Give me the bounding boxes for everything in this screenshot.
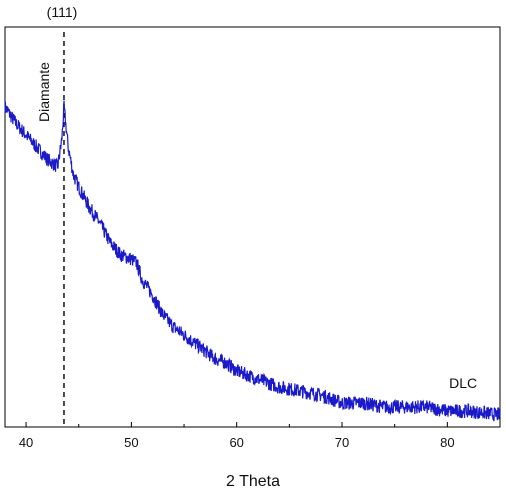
x-tick-label: 50 xyxy=(124,435,138,450)
annotation-dlc: DLC xyxy=(449,375,477,391)
x-axis-label: 2 Theta xyxy=(226,473,280,490)
annotation-111: (111) xyxy=(47,4,78,20)
x-tick-label: 70 xyxy=(335,435,349,450)
x-ticks xyxy=(25,422,501,427)
annotation-diamante: Diamante xyxy=(36,62,52,122)
x-tick-label: 60 xyxy=(229,435,243,450)
x-tick-label: 40 xyxy=(19,435,33,450)
x-tick-label: 80 xyxy=(440,435,454,450)
x-tick-labels: 40 50 60 70 80 xyxy=(19,435,455,450)
series-line xyxy=(4,100,501,422)
plot-frame xyxy=(4,26,501,428)
